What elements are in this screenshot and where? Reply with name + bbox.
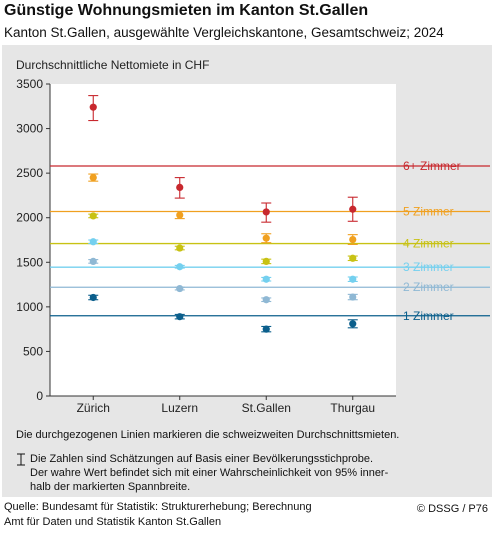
y-tick-label: 3500 [16, 77, 43, 91]
data-point [176, 183, 184, 192]
y-tick-label: 2000 [16, 211, 43, 225]
y-axis-label: Durchschnittliche Nettomiete in CHF [16, 58, 210, 72]
errorbar-legend-icon [17, 453, 25, 466]
page-subtitle: Kanton St.Gallen, ausgewählte Vergleichs… [4, 25, 444, 40]
y-tick-label: 3000 [16, 122, 43, 136]
errorbar-note: Die Zahlen sind Schätzungen auf Basis ei… [30, 452, 440, 494]
page-title: Günstige Wohnungsmieten im Kanton St.Gal… [4, 2, 369, 19]
data-point [176, 263, 184, 271]
swiss-average-label: 3 Zimmer [403, 260, 454, 274]
data-point [89, 103, 97, 111]
x-tick-label: St.Gallen [242, 401, 291, 415]
errorbar-note-line: halb der markierten Spannbreite. [30, 481, 191, 493]
data-point [89, 212, 97, 220]
data-point [176, 244, 184, 252]
data-point [262, 275, 270, 283]
data-point [262, 325, 270, 333]
y-tick-label: 1500 [16, 255, 43, 269]
data-point [89, 238, 97, 246]
data-point [176, 284, 184, 293]
x-tick-label: Zürich [77, 401, 110, 415]
source-line: Quelle: Bundesamt für Statistik: Struktu… [4, 501, 312, 513]
source-line: Amt für Daten und Statistik Kanton St.Ga… [4, 516, 222, 528]
data-point [89, 293, 97, 302]
data-point [89, 257, 97, 265]
errorbar-note-line: Die Zahlen sind Schätzungen auf Basis ei… [30, 453, 374, 465]
source-note: Quelle: Bundesamt für Statistik: Struktu… [4, 500, 312, 530]
swiss-average-label: 2 Zimmer [403, 280, 454, 294]
swiss-average-label: 4 Zimmer [403, 237, 454, 251]
data-point [262, 208, 270, 216]
lines-note: Die durchgezogenen Linien markieren die … [16, 429, 400, 441]
data-point [349, 275, 357, 283]
y-tick-label: 500 [23, 344, 43, 358]
swiss-average-label: 5 Zimmer [403, 204, 454, 218]
x-tick-label: Luzern [161, 401, 198, 415]
data-point [176, 211, 184, 219]
y-tick-label: 1000 [16, 300, 43, 314]
swiss-average-label: 1 Zimmer [403, 309, 454, 323]
swiss-average-label: 6+ Zimmer [403, 159, 461, 173]
data-point [176, 313, 184, 321]
plot-area [50, 84, 396, 396]
y-tick-label: 2500 [16, 166, 43, 180]
data-point [262, 234, 270, 242]
copyright: © DSSG / P76 [416, 503, 488, 515]
data-point [349, 205, 357, 213]
data-point [262, 257, 270, 265]
x-tick-label: Thurgau [330, 401, 375, 415]
errorbar-note-line: Der wahre Wert befindet sich mit einer W… [30, 467, 389, 479]
data-point [349, 293, 357, 301]
data-point [349, 254, 357, 262]
data-point [349, 320, 357, 328]
data-point [262, 296, 270, 304]
data-point [349, 235, 357, 244]
y-tick-label: 0 [36, 389, 43, 403]
data-point [89, 174, 97, 182]
